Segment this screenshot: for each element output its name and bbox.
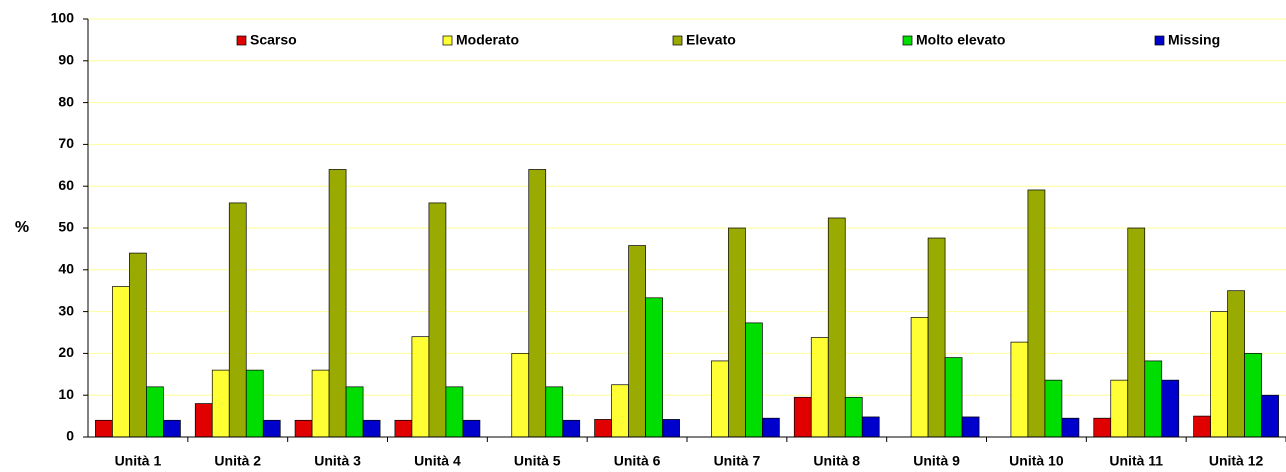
y-tick-label: 40 bbox=[58, 261, 74, 277]
bar bbox=[194, 403, 213, 438]
y-tick-label: 50 bbox=[58, 219, 74, 235]
y-tick-label: 30 bbox=[58, 302, 74, 318]
bar bbox=[362, 419, 381, 438]
legend-label: Moderato bbox=[456, 32, 519, 48]
legend-swatch bbox=[1154, 35, 1165, 46]
bar bbox=[211, 369, 230, 438]
bar bbox=[1210, 311, 1228, 438]
y-tick-label: 0 bbox=[66, 428, 74, 444]
bar bbox=[1127, 227, 1146, 438]
x-tick-label: Unità 10 bbox=[1009, 453, 1064, 469]
bar bbox=[1010, 341, 1029, 438]
bar bbox=[728, 227, 746, 438]
y-tick-label: 100 bbox=[51, 10, 75, 26]
bar bbox=[262, 419, 281, 438]
legend-label: Scarso bbox=[250, 32, 297, 48]
bar bbox=[1093, 417, 1112, 438]
bar bbox=[711, 360, 729, 438]
bar bbox=[645, 297, 663, 438]
bar bbox=[844, 396, 863, 438]
bar bbox=[810, 337, 829, 438]
bar bbox=[1027, 189, 1046, 438]
bar bbox=[1061, 417, 1080, 438]
y-tick-label: 20 bbox=[58, 344, 74, 360]
bar bbox=[1161, 379, 1180, 438]
bar bbox=[745, 322, 763, 438]
bar bbox=[1261, 394, 1279, 438]
bar bbox=[611, 384, 629, 438]
bar bbox=[662, 419, 680, 438]
bar bbox=[927, 237, 946, 438]
x-tick-label: Unità 4 bbox=[414, 453, 461, 469]
x-tick-label: Unità 9 bbox=[913, 453, 960, 469]
bar bbox=[311, 369, 330, 438]
bar bbox=[961, 416, 980, 438]
bar bbox=[163, 419, 181, 438]
legend-label: Elevato bbox=[686, 32, 736, 48]
bar bbox=[129, 252, 147, 438]
legend-swatch bbox=[442, 35, 453, 46]
bar bbox=[1193, 415, 1211, 438]
x-tick-label: Unità 5 bbox=[514, 453, 561, 469]
bar bbox=[328, 169, 347, 438]
bar bbox=[462, 419, 481, 438]
legend-label: Missing bbox=[1168, 32, 1220, 48]
bar bbox=[411, 336, 430, 438]
y-axis-label: % bbox=[15, 219, 29, 236]
y-tick-label: 80 bbox=[58, 93, 74, 109]
x-tick-label: Unità 2 bbox=[214, 453, 261, 469]
x-tick-label: Unità 1 bbox=[115, 453, 162, 469]
legend-swatch bbox=[902, 35, 913, 46]
bar bbox=[1144, 360, 1163, 438]
bar bbox=[345, 386, 364, 438]
bar bbox=[1110, 379, 1129, 438]
x-tick-label: Unità 3 bbox=[314, 453, 361, 469]
bar bbox=[827, 217, 846, 438]
bar bbox=[628, 245, 646, 438]
legend-swatch bbox=[672, 35, 683, 46]
x-tick-label: Unità 12 bbox=[1209, 453, 1264, 469]
bar bbox=[594, 419, 612, 438]
bar bbox=[394, 419, 413, 438]
bar bbox=[445, 386, 464, 438]
bar bbox=[112, 286, 130, 438]
x-tick-label: Unità 8 bbox=[813, 453, 860, 469]
legend-swatch bbox=[236, 35, 247, 46]
bar bbox=[228, 202, 247, 438]
bar bbox=[146, 386, 164, 438]
bar bbox=[294, 419, 313, 438]
bar bbox=[793, 396, 812, 438]
y-tick-label: 70 bbox=[58, 135, 74, 151]
y-tick-label: 10 bbox=[58, 386, 74, 402]
bar bbox=[545, 386, 564, 438]
y-tick-label: 60 bbox=[58, 177, 74, 193]
bar bbox=[528, 169, 547, 438]
bar bbox=[95, 419, 113, 438]
y-tick-label: 90 bbox=[58, 52, 74, 68]
bar bbox=[944, 357, 963, 438]
bar bbox=[428, 202, 447, 438]
bar bbox=[861, 416, 880, 438]
x-tick-label: Unità 6 bbox=[614, 453, 661, 469]
bar bbox=[245, 369, 264, 438]
bar bbox=[762, 417, 780, 438]
bar bbox=[910, 317, 929, 438]
bar bbox=[1044, 379, 1063, 438]
x-tick-label: Unità 7 bbox=[714, 453, 761, 469]
bar bbox=[1227, 290, 1245, 438]
bar bbox=[562, 419, 581, 438]
bar bbox=[1244, 353, 1262, 438]
bar bbox=[511, 353, 530, 438]
legend-label: Molto elevato bbox=[916, 32, 1005, 48]
x-tick-label: Unità 11 bbox=[1109, 453, 1163, 469]
